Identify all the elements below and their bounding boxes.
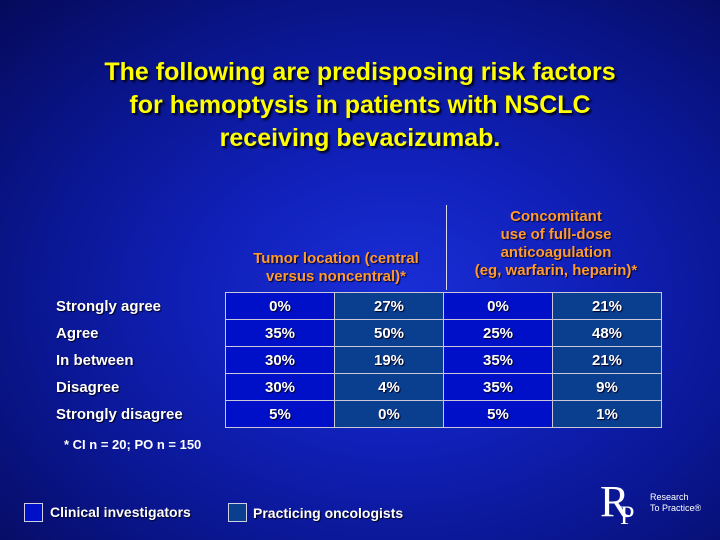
- column-header-tumor-location: Tumor location (central versus noncentra…: [226, 250, 446, 286]
- row-label: Agree: [56, 324, 99, 342]
- title-line-3: receiving bevacizumab.: [219, 124, 501, 152]
- tumor-ci-value: 0%: [225, 292, 335, 320]
- anticoag-ci-value: 35%: [443, 346, 553, 374]
- tumor-ci-value: 30%: [225, 346, 335, 374]
- column-header-line: Tumor location (central: [253, 250, 419, 267]
- column-header-line: use of full-dose: [500, 226, 612, 243]
- anticoag-po-value: 48%: [552, 319, 662, 347]
- anticoag-po-value: 1%: [552, 400, 662, 428]
- column-header-anticoagulation: Concomitant use of full-dose anticoagula…: [447, 208, 665, 280]
- legend-label-clinical: Clinical investigators: [50, 504, 191, 520]
- research-to-practice-logo: R P Research To Practice®: [600, 478, 710, 534]
- table-row: Strongly agree 0% 27% 0% 21%: [56, 292, 662, 320]
- column-header-line: anticoagulation: [500, 244, 612, 261]
- table-row: Strongly disagree 5% 0% 5% 1%: [56, 400, 662, 428]
- results-table: Strongly agree 0% 27% 0% 21% Agree 35% 5…: [56, 292, 662, 428]
- row-label: Strongly agree: [56, 297, 162, 315]
- row-label: Strongly disagree: [56, 405, 183, 423]
- title-line-1: The following are predisposing risk fact…: [104, 58, 616, 86]
- tumor-po-value: 19%: [334, 346, 444, 374]
- tumor-ci-value: 35%: [225, 319, 335, 347]
- column-divider: [446, 205, 447, 290]
- anticoag-po-value: 9%: [552, 373, 662, 401]
- column-header-line: Concomitant: [510, 208, 602, 225]
- anticoag-po-value: 21%: [552, 346, 662, 374]
- tumor-po-value: 4%: [334, 373, 444, 401]
- row-label: In between: [56, 351, 134, 369]
- slide-title: The following are predisposing risk fact…: [40, 56, 680, 155]
- column-header-line: versus noncentral)*: [265, 268, 407, 285]
- logo-text-line-1: Research: [650, 492, 689, 502]
- tumor-po-value: 0%: [334, 400, 444, 428]
- anticoag-ci-value: 5%: [443, 400, 553, 428]
- anticoag-po-value: 21%: [552, 292, 662, 320]
- column-header-line: (eg, warfarin, heparin)*: [474, 262, 638, 279]
- title-line-2: for hemoptysis in patients with NSCLC: [129, 91, 591, 119]
- logo-letter-p: P: [620, 501, 635, 530]
- anticoag-ci-value: 25%: [443, 319, 553, 347]
- legend-swatch-practicing: [228, 503, 247, 522]
- table-row: Disagree 30% 4% 35% 9%: [56, 373, 662, 401]
- tumor-ci-value: 30%: [225, 373, 335, 401]
- tumor-po-value: 27%: [334, 292, 444, 320]
- footnote: * CI n = 20; PO n = 150: [64, 437, 202, 452]
- anticoag-ci-value: 0%: [443, 292, 553, 320]
- tumor-ci-value: 5%: [225, 400, 335, 428]
- legend-label-practicing: Practicing oncologists: [253, 505, 404, 521]
- tumor-po-value: 50%: [334, 319, 444, 347]
- anticoag-ci-value: 35%: [443, 373, 553, 401]
- legend-swatch-clinical: [24, 503, 43, 522]
- logo-text-line-2: To Practice®: [650, 503, 702, 513]
- table-row: In between 30% 19% 35% 21%: [56, 346, 662, 374]
- logo-letter-r: R: [600, 477, 630, 526]
- table-row: Agree 35% 50% 25% 48%: [56, 319, 662, 347]
- row-label: Disagree: [56, 378, 120, 396]
